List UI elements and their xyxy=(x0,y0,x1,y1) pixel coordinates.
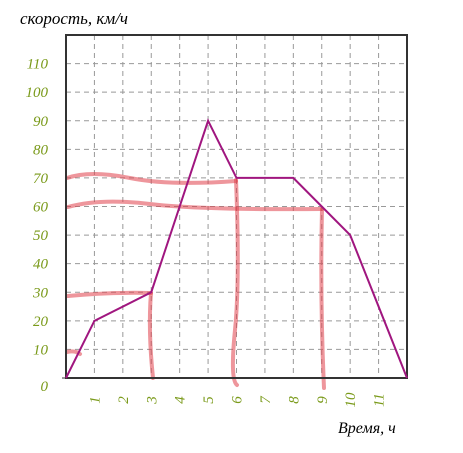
annotation-stroke xyxy=(66,290,153,298)
x-tick-label: 11 xyxy=(372,393,388,407)
x-tick-label: 1 xyxy=(87,396,103,404)
y-tick-label: 60 xyxy=(33,200,49,216)
y-tick-label: 70 xyxy=(33,171,49,187)
chart-title: скорость, км/ч xyxy=(20,9,128,28)
annotation-stroke xyxy=(230,178,240,387)
hand-annotations xyxy=(65,172,326,390)
x-tick-label: 6 xyxy=(230,396,246,404)
y-tick-label: 90 xyxy=(33,114,49,130)
annotation-stroke xyxy=(65,172,238,185)
y-tick-label: 80 xyxy=(33,142,49,158)
x-tick-label: 8 xyxy=(286,396,302,404)
annotation-stroke xyxy=(66,199,324,212)
x-tick-label: 5 xyxy=(201,396,217,404)
x-tick-label: 4 xyxy=(173,396,189,404)
annotation-stroke xyxy=(147,291,155,380)
y-tick-label: 0 xyxy=(41,379,49,395)
x-tick-label: 3 xyxy=(144,396,160,405)
y-tick-label: 110 xyxy=(27,57,49,73)
y-tick-label: 30 xyxy=(32,285,49,301)
y-tick-label: 50 xyxy=(33,228,49,244)
x-axis-label: Время, ч xyxy=(338,420,396,437)
y-tick-label: 100 xyxy=(26,85,49,101)
y-tick-label: 20 xyxy=(33,314,49,330)
x-tick-label: 7 xyxy=(258,395,274,404)
data-line xyxy=(65,118,408,379)
y-tick-label: 10 xyxy=(33,342,49,358)
x-tick-label: 10 xyxy=(343,392,359,408)
annotation-stroke xyxy=(319,207,326,390)
plot-frame xyxy=(65,34,408,379)
x-tick-label: 2 xyxy=(116,396,132,404)
y-tick-label: 40 xyxy=(33,257,49,273)
x-tick-label: 9 xyxy=(315,396,331,404)
